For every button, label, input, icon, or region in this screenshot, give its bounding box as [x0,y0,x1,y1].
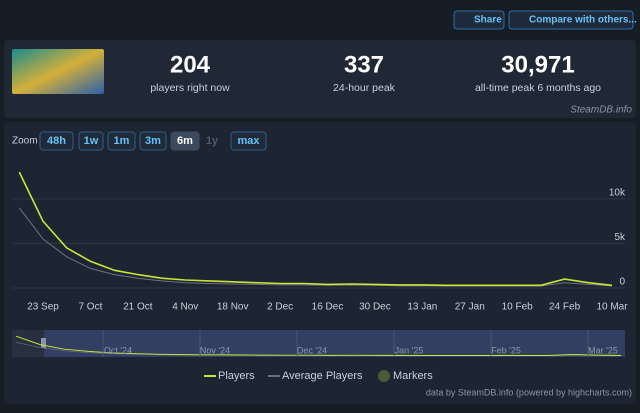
stats-panel [4,40,636,118]
navigator-handle [41,338,46,348]
x-tick-label: 16 Dec [312,302,344,313]
credit: data by SteamDB.info (powered by highcha… [426,387,632,397]
zoom-button[interactable] [139,131,167,151]
x-tick-label: 27 Jan [455,302,485,313]
x-tick-label: 18 Nov [217,302,249,313]
navigator-label: Oct '24 [104,345,132,355]
stat-label: players right now [150,82,230,94]
x-tick-label: 23 Sep [27,302,59,313]
stat-value: 337 [344,51,384,78]
zoom-text: 1m [114,135,130,147]
compare-button[interactable] [508,10,634,30]
share-text: Share [474,15,502,26]
y-tick-label: 0 [619,277,625,288]
x-tick-label: 10 Mar [596,302,628,313]
stat-value: 30,971 [501,51,574,78]
share-button[interactable] [453,10,505,30]
y-tick-label: 10k [609,188,626,199]
x-tick-label: 7 Oct [78,302,102,313]
stat-value: 204 [170,51,211,78]
navigator-window [44,330,625,357]
zoom-button[interactable] [230,131,267,151]
x-tick-label: 2 Dec [267,302,293,313]
zoom-text: 6m [177,135,193,147]
navigator-label: Dec '24 [297,345,327,355]
zoom-text: 1w [84,135,99,147]
navigator-label: Mar '25 [588,345,618,355]
series-line [18,171,613,287]
x-tick-label: 13 Jan [407,302,437,313]
x-tick-label: 24 Feb [549,302,581,313]
stat-label: all-time peak 6 months ago [475,82,601,94]
legend-label: Average Players [282,370,363,382]
game-image [12,49,104,94]
x-tick-label: 30 Dec [359,302,391,313]
navigator-label: Feb '25 [491,345,521,355]
zoom-text: max [237,135,260,147]
y-tick-label: 5k [614,232,626,243]
legend-label: Players [218,370,255,382]
zoom-text: 1y [206,135,219,147]
legend-label: Markers [393,370,433,382]
x-tick-label: 21 Oct [123,302,153,313]
x-tick-label: 10 Feb [502,302,534,313]
series-line [15,335,622,356]
zoom-text: 3m [145,135,161,147]
chart-panel [4,122,636,404]
navigator-label: Jan '25 [395,345,424,355]
navigator-label: Nov '24 [200,345,230,355]
zoom-button[interactable] [78,131,104,151]
legend-marker [378,370,390,382]
zoom-button[interactable] [39,131,74,151]
zoom-button[interactable] [170,131,200,151]
x-tick-label: 4 Nov [172,302,198,313]
zoom-label: Zoom [12,136,38,147]
zoom-text: 48h [47,135,66,147]
zoom-button[interactable] [107,131,136,151]
source: SteamDB.info [570,105,632,116]
compare-text: Compare with others... [529,15,637,26]
stat-label: 24-hour peak [333,82,396,94]
